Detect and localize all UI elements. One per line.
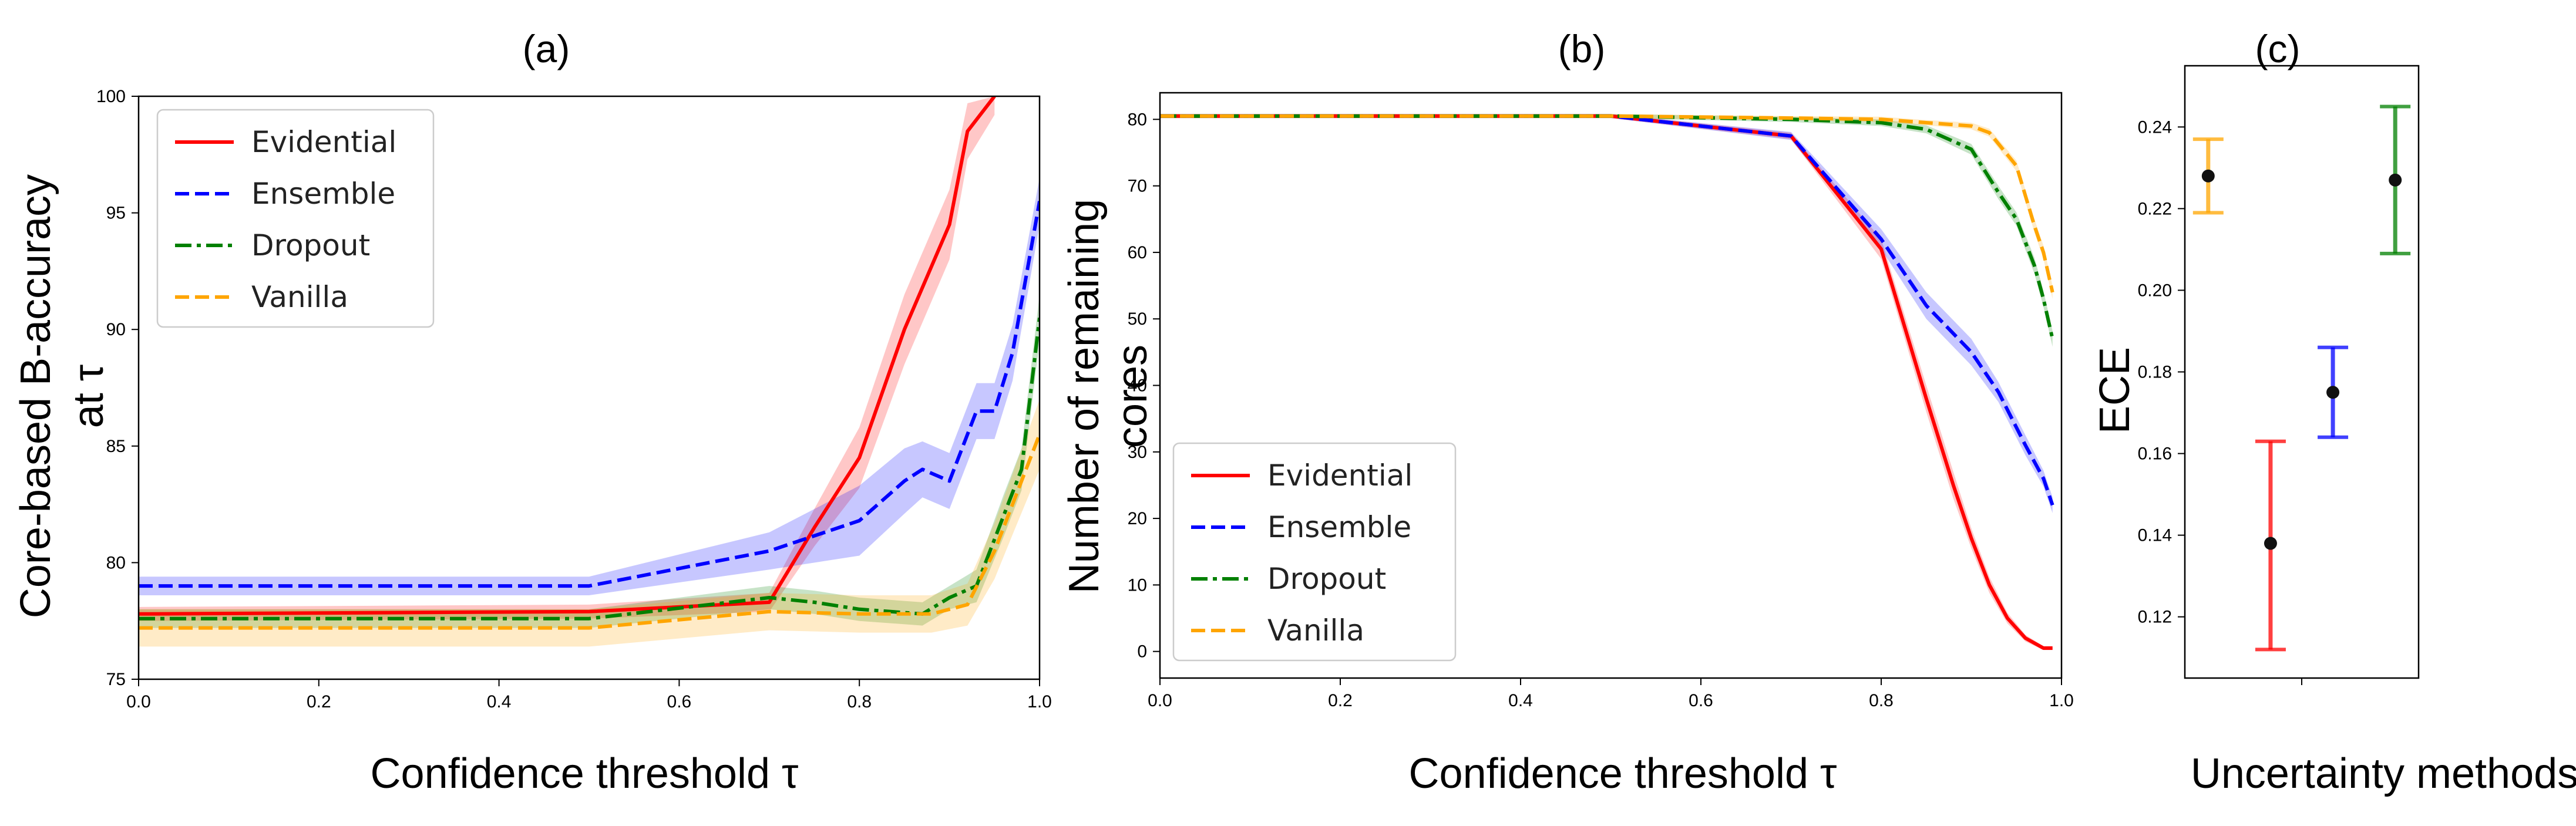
legend-box (156, 109, 435, 328)
panel-a-y-axis-label-line2: at τ (65, 365, 112, 429)
y-tick-label: 0.20 (2138, 281, 2172, 300)
plot-area-2: 0.12 0.14 0.16 0.18 0.20 0.22 0.24 (2138, 65, 2420, 685)
panel-a-y-axis-label-line1: Core-based B-accuracy (12, 174, 59, 618)
legend-label-vanilla: Vanilla (251, 280, 348, 314)
band-dropout (139, 294, 1040, 628)
errorbar-point (2389, 173, 2402, 187)
x-tick-label: 0.8 (847, 692, 872, 712)
axes-frame-2 (2184, 65, 2420, 679)
panel-c-title: (c) (2255, 27, 2301, 70)
panel-b-y-axis-label-line1: Number of remaining (1061, 199, 1108, 594)
y-tick-label: 85 (106, 437, 126, 456)
y-tick-label: 20 (1128, 509, 1147, 528)
x-tick-label: 0.0 (126, 692, 151, 712)
y-tick-label: 0 (1137, 642, 1147, 662)
errorbar-point (2264, 537, 2277, 550)
y-tick-label: 80 (106, 553, 126, 572)
panel-a-y-axis-label: Core-based B-accuracy at τ (12, 174, 112, 618)
panel-c: (c) ECE Uncertainty methods (2091, 27, 2576, 797)
panel-b: (b) Number of remaining cores Confidence… (1061, 27, 1837, 797)
plot-layer: 0.0 0.2 0.4 0.6 0.8 1.07580859095100Evidentia… (96, 65, 2420, 712)
panel-b-y-axis-label-line2: cores (1109, 345, 1156, 448)
errorbar-0 (2192, 137, 2224, 215)
legend-label-dropout: Dropout (251, 228, 370, 262)
panel-b-title: (b) (1558, 27, 1606, 70)
plot-area-1: 0.0 0.2 0.4 0.6 0.8 1.0 0 10 20 30 40 50 60 70 80 Evide… (1128, 92, 2074, 710)
x-tick-label: 1.0 (2049, 691, 2074, 710)
y-tick-label: 90 (106, 320, 126, 339)
panel-b-x-axis-label: Confidence threshold τ (1409, 750, 1837, 797)
y-tick-label: 0.12 (2138, 608, 2172, 627)
panel-c-x-axis-label: Uncertainty methods (2191, 750, 2576, 797)
legend-label-evidential: Evidential (1267, 458, 1413, 493)
axes-frame-0 (137, 95, 1041, 680)
legend-label-ensemble: Ensemble (251, 177, 395, 211)
legend-label-ensemble: Ensemble (1267, 510, 1411, 544)
legend-label-vanilla: Vanilla (1267, 613, 1364, 648)
y-tick-label: 60 (1128, 243, 1147, 262)
plot-area-0: 0.0 0.2 0.4 0.6 0.8 1.0 75 80 85 90 95 100 Evidentia… (96, 87, 1052, 712)
errorbar-point (2201, 169, 2215, 183)
y-tick-label: 70 (1128, 177, 1147, 196)
line-ensemble (139, 201, 1040, 588)
x-tick-label: 1.0 (1027, 692, 1052, 712)
y-tick-label: 0.24 (2138, 117, 2172, 137)
legend-box (1172, 442, 1457, 662)
legend-0: Evidential Ensemble Dropout Vanilla (156, 109, 435, 328)
y-tick-label: 50 (1128, 309, 1147, 329)
y-tick-label: 10 (1128, 575, 1147, 595)
errorbar-3 (2380, 104, 2411, 255)
band-vanilla (139, 399, 1040, 647)
x-tick-label: 0.6 (667, 692, 692, 712)
line-vanilla (1160, 114, 2054, 293)
x-tick-label: 0.8 (1869, 691, 1894, 710)
legend-label-evidential: Evidential (251, 125, 396, 159)
legend-label-dropout: Dropout (1267, 562, 1386, 596)
x-tick-label: 0.6 (1689, 691, 1713, 710)
line-ensemble (1160, 114, 2054, 506)
y-tick-label: 95 (106, 204, 126, 223)
y-tick-label: 80 (1128, 110, 1147, 129)
panel-b-y-axis-label: Number of remaining cores (1061, 199, 1156, 594)
errorbar-point (2326, 386, 2340, 399)
panel-a-title: (a) (523, 27, 570, 70)
x-tick-label: 0.0 (1148, 691, 1172, 710)
y-tick-label: 0.22 (2138, 199, 2172, 218)
x-tick-label: 0.2 (307, 692, 331, 712)
line-vanilla (139, 433, 1040, 630)
x-tick-label: 0.4 (1508, 691, 1533, 710)
errorbar-1 (2255, 439, 2286, 652)
errorbar-2 (2318, 345, 2349, 439)
x-tick-label: 0.4 (487, 692, 512, 712)
y-tick-label: 0.18 (2138, 363, 2172, 382)
panel-a-x-axis-label: Confidence threshold τ (371, 750, 799, 797)
y-tick-label: 100 (96, 87, 126, 106)
y-tick-label: 75 (106, 670, 126, 689)
line-evidential (139, 96, 996, 616)
y-tick-label: 0.14 (2138, 526, 2172, 545)
y-tick-label: 30 (1128, 443, 1147, 462)
panel-a: (a) Core-based B-accuracy at τ Confidenc… (12, 27, 798, 797)
band-vanilla (1160, 114, 2053, 299)
legend-1: Evidential Ensemble Dropout Vanilla (1172, 442, 1457, 662)
y-tick-label: 0.16 (2138, 444, 2172, 464)
panel-c-y-axis-label: ECE (2091, 347, 2138, 434)
x-tick-label: 0.2 (1328, 691, 1353, 710)
band-dropout (1160, 114, 2053, 347)
y-tick-label: 40 (1128, 376, 1147, 396)
